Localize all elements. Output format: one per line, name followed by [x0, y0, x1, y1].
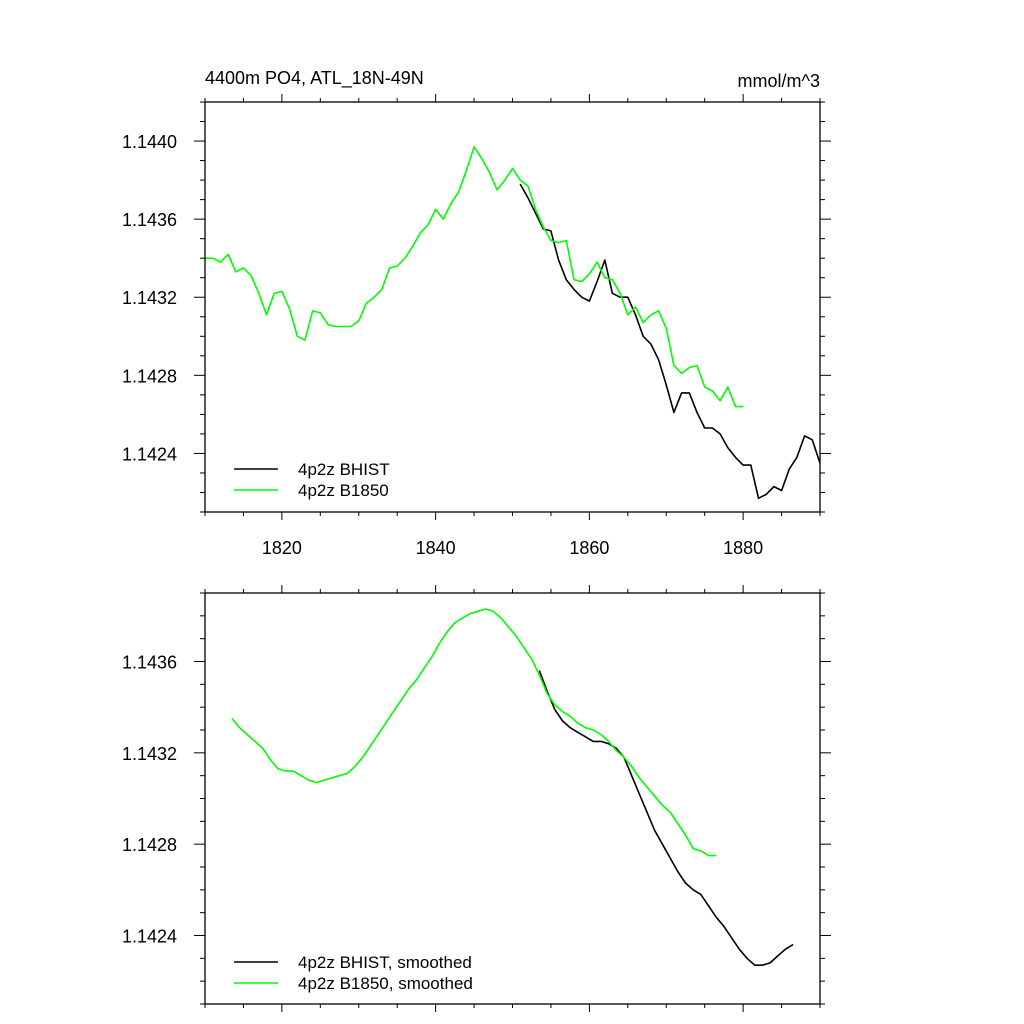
bottom-ytick-label: 1.1424: [122, 927, 177, 947]
bottom-plot-frame: [204, 592, 821, 1005]
top-xtick-label: 1840: [416, 538, 456, 558]
top-series: [205, 146, 821, 500]
legend-label-bhist: 4p2z BHIST: [298, 460, 390, 479]
bottom-legend: 4p2z BHIST, smoothed 4p2z B1850, smoothe…: [234, 953, 473, 993]
bottom-series-line-b1850: [231, 608, 717, 857]
legend-label-b1850: 4p2z B1850: [298, 481, 389, 500]
bottom-axis-ticks: 1.1424 1.1428 1.1432 1.1436: [122, 585, 831, 1012]
bottom-ytick-label: 1.1436: [122, 653, 177, 673]
top-series-line-bhist: [519, 183, 821, 500]
top-ytick-label: 1.1424: [122, 444, 177, 464]
top-ytick-label: 1.1436: [122, 210, 177, 230]
top-xtick-label: 1860: [569, 538, 609, 558]
bottom-series: [231, 608, 794, 967]
bottom-series-line-bhist: [538, 670, 794, 967]
legend-label-b1850-smoothed: 4p2z B1850, smoothed: [298, 974, 473, 993]
top-ytick-label: 1.1440: [122, 132, 177, 152]
top-series-line-b1850: [205, 146, 744, 408]
top-ytick-label: 1.1432: [122, 288, 177, 308]
bottom-ytick-label: 1.1432: [122, 744, 177, 764]
bottom-ytick-label: 1.1428: [122, 835, 177, 855]
top-xtick-label: 1880: [723, 538, 763, 558]
top-plot-frame: [204, 101, 821, 513]
bottom-panel: 1.1424 1.1428 1.1432 1.1436 4p2z BHIST, smo…: [122, 585, 831, 1012]
top-panel: 4400m PO4, ATL_18N-49N mmol/m^3 1820 1840…: [122, 68, 831, 558]
top-legend: 4p2z BHIST 4p2z B1850: [234, 460, 390, 500]
top-xtick-label: 1820: [262, 538, 302, 558]
top-ytick-label: 1.1428: [122, 366, 177, 386]
units-label: mmol/m^3: [738, 71, 820, 91]
legend-label-bhist-smoothed: 4p2z BHIST, smoothed: [298, 953, 472, 972]
chart-title: 4400m PO4, ATL_18N-49N: [205, 68, 424, 89]
top-axis-ticks: 1820 1840 1860 1880 1.1424 1.1428 1.1432 1.1436…: [122, 94, 831, 558]
